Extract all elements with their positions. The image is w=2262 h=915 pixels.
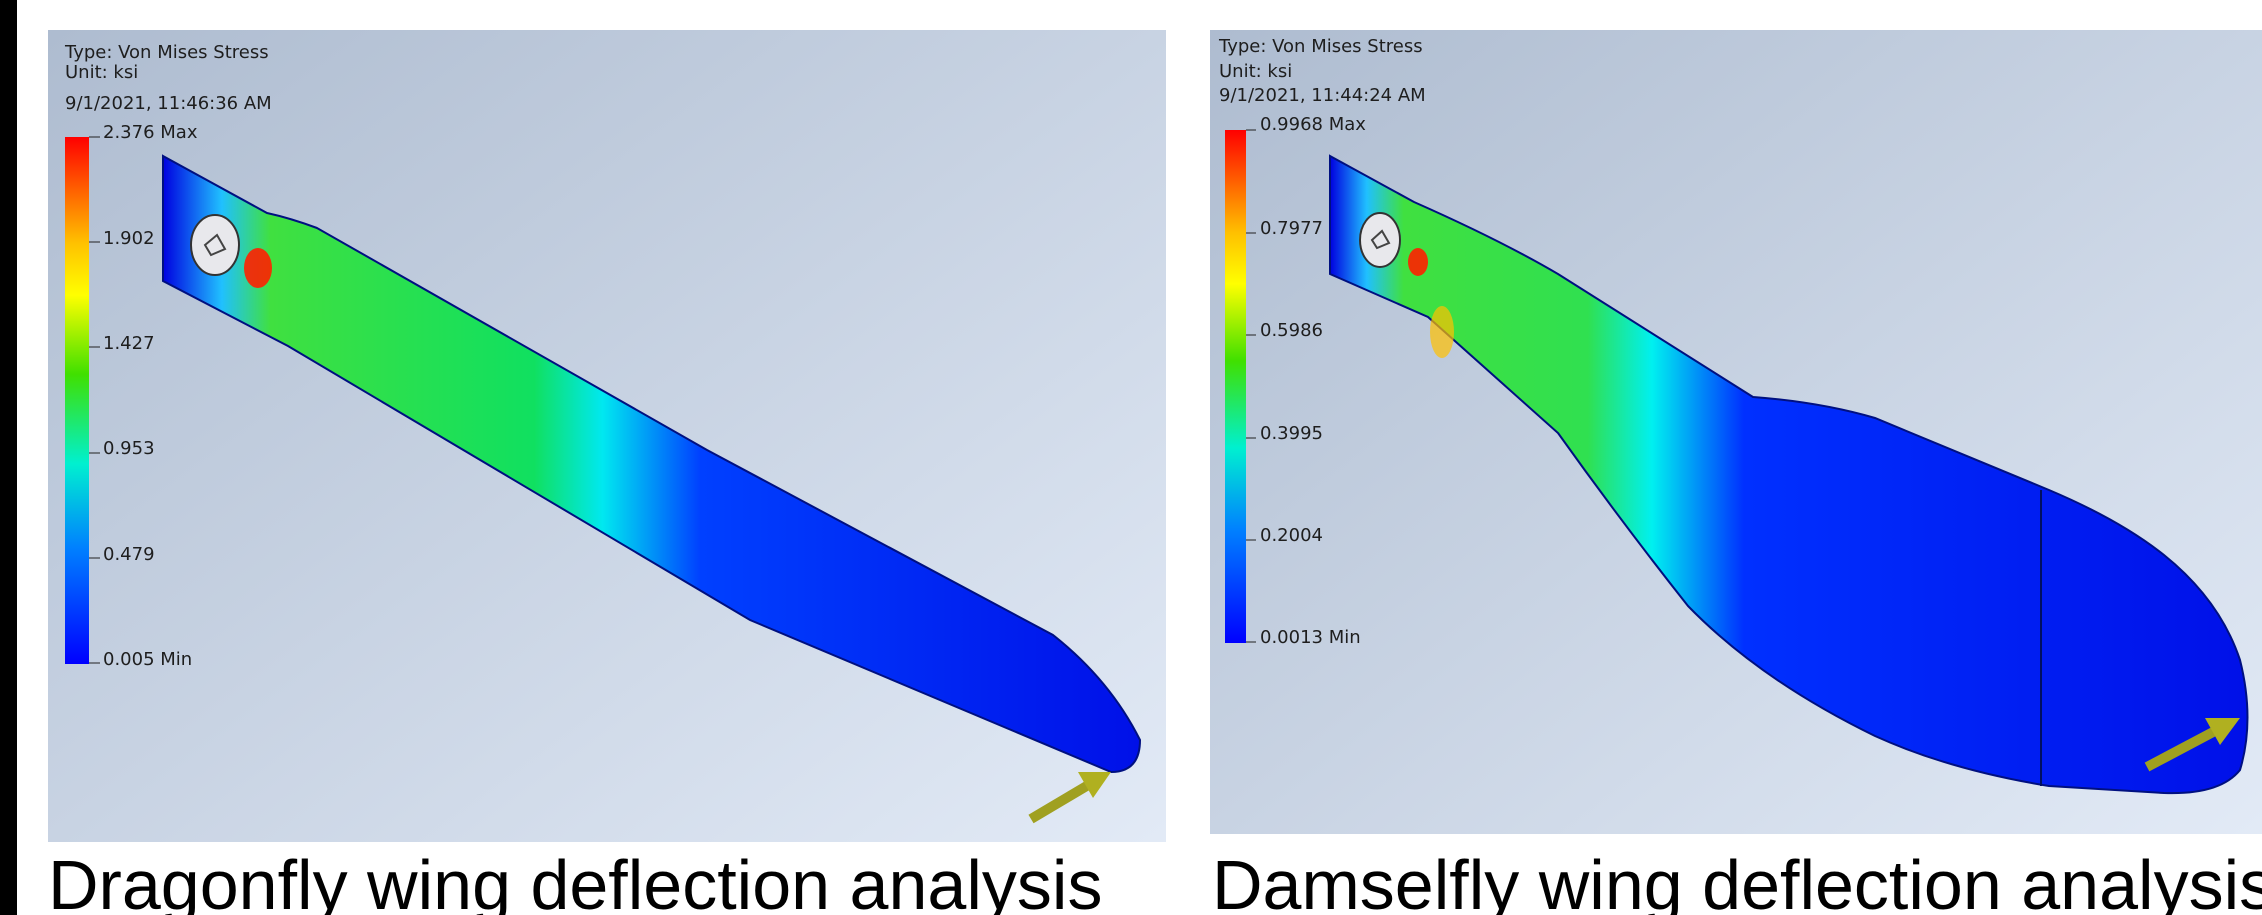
- timestamp: 9/1/2021, 11:44:24 AM: [1219, 85, 1426, 106]
- legend-label: 0.005 Min: [103, 649, 192, 670]
- legend-label: 0.479: [103, 544, 155, 565]
- legend-label: 0.9968 Max: [1260, 114, 1366, 135]
- stress-hotspot: [1408, 248, 1428, 276]
- stress-hotspot: [244, 248, 272, 288]
- unit-label: Unit: ksi: [65, 62, 138, 83]
- damselfly-panel: Type: Von Mises Stress Unit: ksi 9/1/202…: [1210, 30, 2262, 915]
- color-scale: [65, 137, 89, 664]
- legend-label: 0.3995: [1260, 423, 1323, 444]
- unit-label: Unit: ksi: [1219, 61, 1292, 82]
- caption: Damselfly wing deflection analysis: [1212, 846, 2262, 915]
- legend-label: 0.2004: [1260, 525, 1323, 546]
- page: {"panels": [ {"type_label": "Type: Von M…: [0, 0, 2262, 915]
- mount-hole: [191, 215, 239, 275]
- legend-label: 0.7977: [1260, 218, 1323, 239]
- figure: Type: Von Mises Stress Unit: ksi 9/1/202…: [0, 0, 2262, 915]
- legend-label: 1.902: [103, 228, 155, 249]
- dragonfly-panel: Type: Von Mises Stress Unit: ksi 9/1/202…: [48, 30, 1166, 915]
- mount-hole: [1360, 213, 1400, 267]
- type-label: Type: Von Mises Stress: [64, 42, 269, 63]
- legend-label: 2.376 Max: [103, 122, 198, 143]
- left-border: [0, 0, 17, 915]
- legend-label: 1.427: [103, 333, 155, 354]
- caption: Dragonfly wing deflection analysis: [48, 846, 1102, 915]
- legend-label: 0.5986: [1260, 320, 1323, 341]
- timestamp: 9/1/2021, 11:46:36 AM: [65, 93, 272, 114]
- type-label: Type: Von Mises Stress: [1218, 36, 1423, 57]
- legend-label: 0.0013 Min: [1260, 627, 1361, 648]
- color-scale: [1225, 130, 1246, 643]
- legend-label: 0.953: [103, 438, 155, 459]
- stress-hotspot: [1430, 306, 1454, 358]
